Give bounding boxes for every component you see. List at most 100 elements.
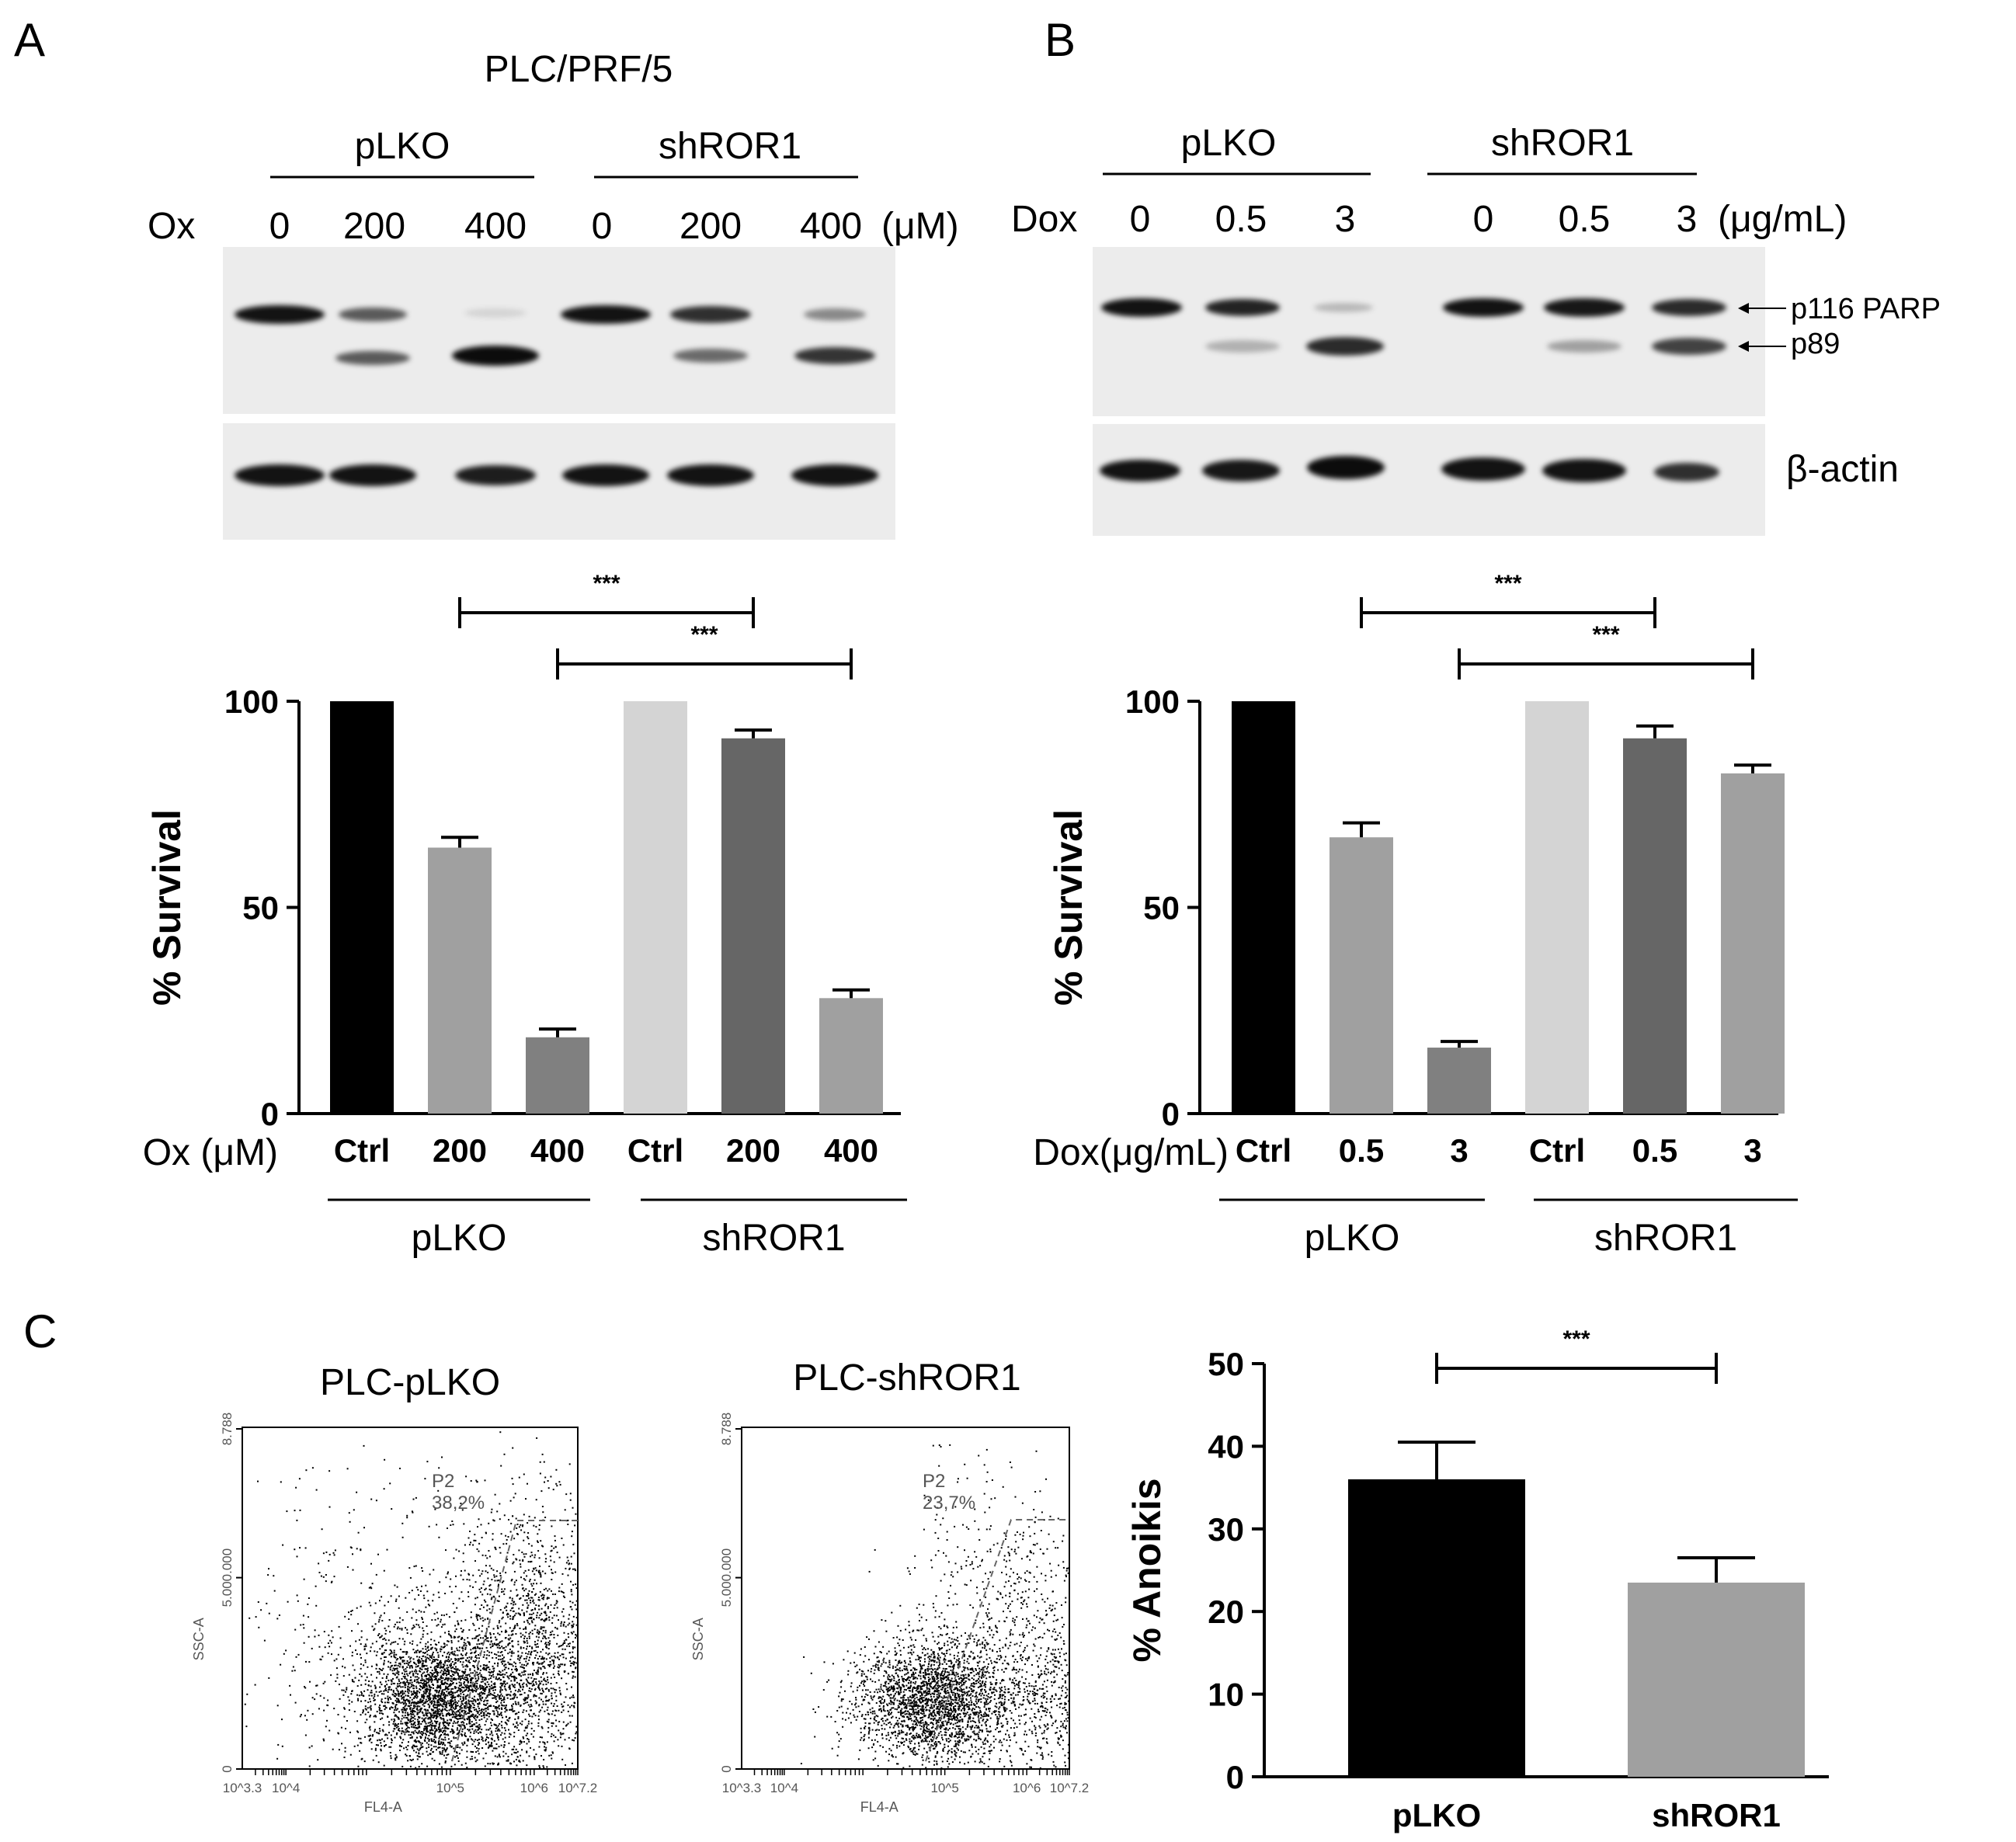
blot-a-bands	[235, 305, 878, 486]
gate-value: 38,2%	[432, 1493, 485, 1514]
blot-band	[1205, 299, 1280, 316]
blot-b-bands	[1100, 298, 1726, 482]
x-axis-prefix: Ox (μM)	[143, 1132, 278, 1173]
dose-label: 3	[1335, 199, 1356, 240]
blot-a-treatment-label: Ox	[148, 206, 195, 247]
y-tick-label: 100	[1125, 683, 1180, 720]
blot-band	[452, 346, 539, 366]
blot-band	[235, 305, 325, 324]
y-tick-label: 50	[242, 890, 279, 926]
bar	[1348, 1479, 1525, 1777]
x-tick-label: 3	[1743, 1132, 1761, 1169]
survival-chart-dox: 0 50 100 % Survival Ctrl 0.5 3 Ctrl 0.5 3 Dox(μg/m…	[1033, 571, 1798, 1259]
blot-band	[1443, 298, 1524, 317]
group-label: pLKO	[1305, 1218, 1400, 1259]
panel-letter-a: A	[14, 14, 45, 66]
flow-y-tick-label: 0	[719, 1765, 734, 1772]
blot-a-group-plko: pLKO	[355, 126, 450, 167]
survival-chart-ox: 0 50 100 % Survival Ctrl 200 400 Ctrl 200 400 Ox (…	[143, 571, 907, 1259]
x-tick-label: Ctrl	[1529, 1132, 1585, 1169]
blot-b-unit: (μg/mL)	[1718, 199, 1847, 240]
y-axis-title: % Survival	[1047, 809, 1090, 1006]
x-tick-label: 3	[1450, 1132, 1468, 1169]
blot-band	[339, 308, 407, 321]
blot-band	[1314, 303, 1373, 312]
blot-b-group-plko: pLKO	[1181, 123, 1277, 164]
cell-line-title: PLC/PRF/5	[485, 49, 673, 90]
x-tick-label: pLKO	[1392, 1797, 1481, 1833]
x-tick-label: 400	[824, 1132, 878, 1169]
blot-band	[794, 347, 875, 364]
flow-events	[244, 1431, 578, 1769]
bar	[1330, 837, 1393, 1114]
panel-a-blot: A PLC/PRF/5 pLKO shROR1 Ox 0 200 400 0 200 40…	[14, 14, 959, 540]
y-tick-label: 40	[1208, 1428, 1244, 1465]
blot-band	[667, 464, 754, 486]
flow-x-tick-label: 10^7.2	[1050, 1781, 1090, 1795]
blot-b-treatment-label: Dox	[1011, 199, 1077, 240]
significance-label: ***	[1494, 571, 1521, 596]
blot-band	[1654, 463, 1719, 481]
flow-y-tick-label: 0	[220, 1765, 235, 1772]
gate-p2	[451, 1520, 578, 1762]
gate-name: P2	[923, 1471, 945, 1492]
blot-band	[673, 349, 748, 363]
dose-label: 3	[1677, 199, 1698, 240]
bar	[624, 701, 687, 1114]
flow-x-tick-label: 10^6	[1013, 1781, 1041, 1795]
dose-label: 0	[592, 206, 613, 247]
bar	[721, 738, 785, 1114]
x-tick-label: 200	[433, 1132, 487, 1169]
significance-label: ***	[1592, 622, 1619, 648]
flow-x-tick-label: 10^5	[436, 1781, 464, 1795]
blot-a-actin-membrane	[223, 423, 895, 540]
dose-label: 200	[343, 206, 405, 247]
blot-b-dose-labels: 0 0.5 3 0 0.5 3	[1130, 199, 1698, 240]
x-tick-label: 200	[726, 1132, 780, 1169]
group-label: shROR1	[702, 1218, 845, 1259]
x-tick-label: Ctrl	[334, 1132, 390, 1169]
y-tick-label: 30	[1208, 1511, 1244, 1548]
panel-b-blot: B pLKO shROR1 Dox 0 0.5 3 0 0.5 3 (μg/mL) p11…	[1011, 14, 1941, 536]
panel-c-flow: C PLC-pLKO PLC-shROR1 P238,2%05.000.0008…	[23, 1305, 1089, 1815]
x-tick-label: Ctrl	[1236, 1132, 1291, 1169]
group-label: pLKO	[412, 1218, 507, 1259]
blot-band	[1205, 340, 1280, 353]
flow-plot-frame	[741, 1427, 1070, 1770]
x-tick-label: 0.5	[1632, 1132, 1677, 1169]
band-label-actin: β-actin	[1786, 449, 1899, 490]
panel-letter-c: C	[23, 1305, 57, 1357]
blot-band	[1652, 299, 1726, 316]
gate-name: P2	[432, 1471, 454, 1492]
bar	[819, 998, 883, 1114]
p116-arrowhead	[1738, 303, 1749, 314]
gate-value: 23,7%	[923, 1493, 975, 1514]
blot-a-group-shror1: shROR1	[659, 126, 801, 167]
y-axis-title: % Anoikis	[1125, 1478, 1169, 1662]
blot-band	[235, 464, 325, 486]
panel-letter-b: B	[1044, 14, 1076, 66]
dose-label: 0	[269, 206, 290, 247]
flow-title-shror1: PLC-shROR1	[793, 1357, 1020, 1399]
blot-band	[464, 308, 527, 318]
anoikis-chart: 0 10 20 30 40 50 % Anoikis pLKO shROR1 ***	[1125, 1326, 1829, 1833]
blot-band	[804, 308, 866, 321]
blot-band	[562, 464, 649, 486]
dose-label: 0.5	[1559, 199, 1611, 240]
y-tick-label: 0	[1162, 1096, 1180, 1132]
flow-y-axis-title: SSC-A	[191, 1618, 207, 1660]
dose-label: 0	[1130, 199, 1151, 240]
flow-x-axis-title: FL4-A	[860, 1799, 899, 1815]
blot-band	[561, 305, 651, 324]
flow-x-tick-label: 10^4	[770, 1781, 798, 1795]
blot-b-group-shror1: shROR1	[1491, 123, 1634, 164]
flow-y-tick-label: 8.788	[719, 1413, 734, 1446]
x-axis-prefix: Dox(μg/mL)	[1033, 1132, 1229, 1173]
flow-events	[800, 1444, 1069, 1769]
group-label: shROR1	[1594, 1218, 1737, 1259]
p89-arrowhead	[1738, 341, 1749, 352]
blot-a-unit: (μM)	[881, 206, 959, 247]
dose-label: 200	[680, 206, 742, 247]
